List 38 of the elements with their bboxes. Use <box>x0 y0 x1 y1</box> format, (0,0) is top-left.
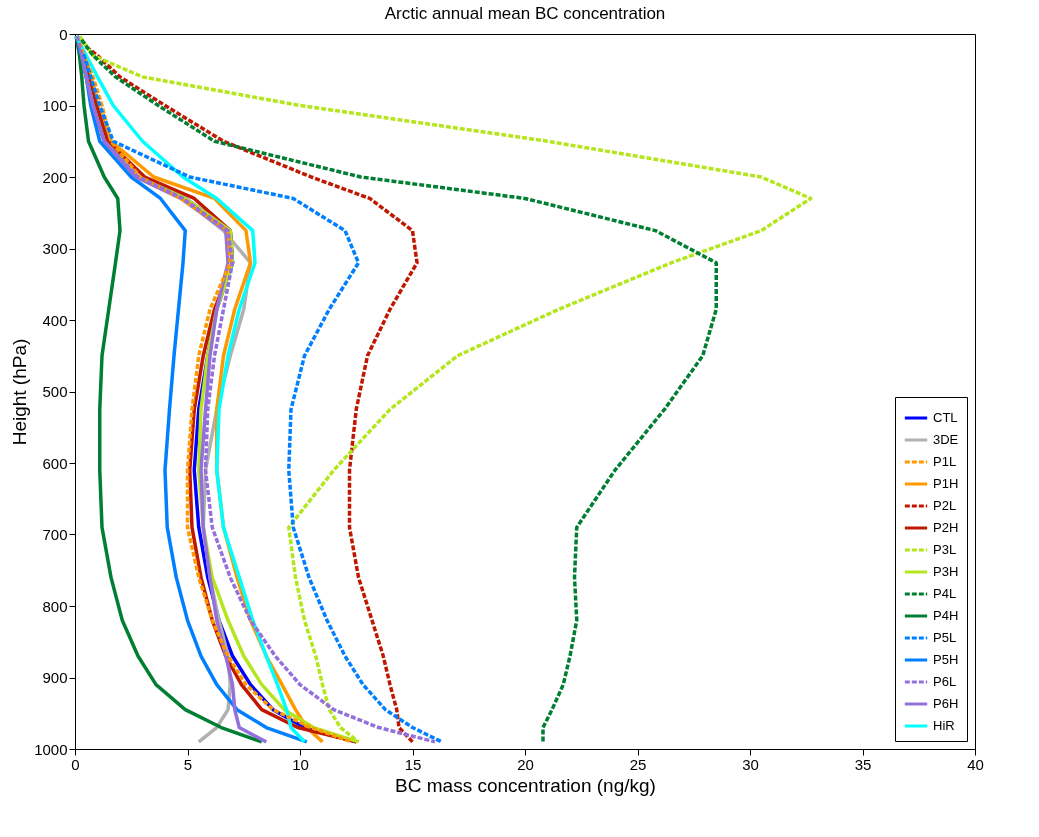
x-axis-title: BC mass concentration (ng/kg) <box>395 774 656 796</box>
x-tick-label: 25 <box>629 755 647 773</box>
chart-title: Arctic annual mean BC concentration <box>384 4 666 23</box>
x-tick-label: 15 <box>404 755 422 773</box>
x-tick-label: 5 <box>183 755 193 773</box>
legend-label: P3H <box>933 564 959 579</box>
y-tick-label: 500 <box>42 383 68 400</box>
y-tick-label: 600 <box>42 454 68 472</box>
legend-label: P1H <box>933 476 959 491</box>
legend-label: P6L <box>933 674 957 689</box>
x-tick-label: 40 <box>967 755 984 773</box>
x-tick-label: 0 <box>71 755 80 773</box>
x-tick-label: 30 <box>742 755 759 773</box>
y-tick-label: 1000 <box>34 740 68 758</box>
legend-label: P5L <box>933 630 957 645</box>
legend-label: P4H <box>933 608 959 623</box>
x-tick-label: 35 <box>854 755 872 773</box>
legend-label: CTL <box>933 410 958 425</box>
legend-label: P5H <box>933 652 959 667</box>
y-tick-label: 400 <box>42 311 68 329</box>
legend-label: P3L <box>933 542 957 557</box>
legend-label: HiR <box>933 718 955 733</box>
legend-label: P4L <box>933 586 957 601</box>
x-tick-label: 20 <box>517 755 534 773</box>
y-tick-label: 700 <box>42 526 68 543</box>
y-tick-label: 900 <box>42 669 68 686</box>
legend-label: P2H <box>933 520 959 535</box>
legend-label: 3DE <box>933 432 959 447</box>
legend-label: P2L <box>933 498 957 513</box>
legend-label: P1L <box>933 454 957 469</box>
y-tick-label: 300 <box>42 240 68 257</box>
y-tick-label: 0 <box>59 25 68 43</box>
y-tick-label: 200 <box>42 168 68 186</box>
x-tick-label: 10 <box>292 755 309 773</box>
legend-label: P6H <box>933 696 959 711</box>
y-tick-label: 100 <box>42 97 68 114</box>
y-tick-label: 800 <box>42 597 68 615</box>
y-axis-title: Height (hPa) <box>9 338 31 446</box>
